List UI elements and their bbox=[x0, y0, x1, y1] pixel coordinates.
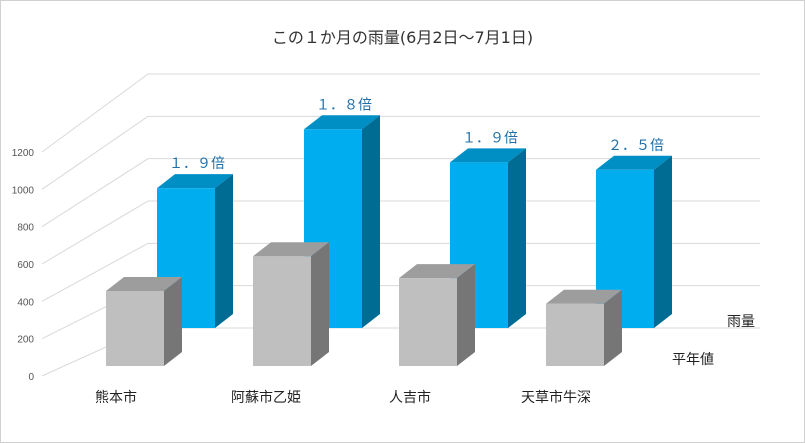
rainfall-ratio-label-0: １．９倍 bbox=[169, 156, 225, 172]
y-tick-label-0: 0 bbox=[28, 372, 34, 383]
series-label-rainfall: 雨量 bbox=[727, 314, 755, 330]
category-label-0: 熊本市 bbox=[95, 389, 137, 406]
rainfall-ratio-label-1: １．８倍 bbox=[316, 97, 372, 113]
chart-title: この１か月の雨量(6月2日～7月1日) bbox=[271, 28, 534, 47]
y-tick-label-2: 400 bbox=[17, 297, 34, 308]
category-label-1: 阿蘇市乙姫 bbox=[231, 389, 301, 406]
rainfall-bar-0 bbox=[157, 174, 233, 328]
gridline-4 bbox=[41, 158, 760, 228]
normal-bar-2 bbox=[399, 264, 475, 366]
gridline-6 bbox=[41, 73, 760, 153]
rainfall-ratio-label-3: ２．５倍 bbox=[608, 138, 664, 154]
y-tick-label-3: 600 bbox=[17, 260, 34, 271]
gridline-3 bbox=[41, 200, 760, 265]
category-label-2: 人吉市 bbox=[389, 389, 431, 406]
y-tick-label-1: 200 bbox=[17, 335, 34, 346]
y-tick-label-5: 1000 bbox=[12, 185, 35, 196]
y-tick-label-4: 800 bbox=[17, 223, 34, 234]
rainfall-ratio-label-2: １．９倍 bbox=[462, 130, 518, 146]
category-label-3: 天草市牛深 bbox=[521, 389, 591, 406]
rainfall-bar-3 bbox=[596, 155, 672, 328]
gridline-5 bbox=[41, 115, 760, 190]
series-label-normal: 平年値 bbox=[672, 352, 714, 368]
gridline-2 bbox=[41, 242, 760, 302]
y-tick-label-6: 1200 bbox=[12, 148, 35, 159]
rainfall-bar-1 bbox=[304, 115, 380, 328]
normal-bar-1 bbox=[253, 242, 329, 366]
normal-bar-3 bbox=[546, 289, 622, 366]
normal-bar-0 bbox=[106, 276, 182, 366]
